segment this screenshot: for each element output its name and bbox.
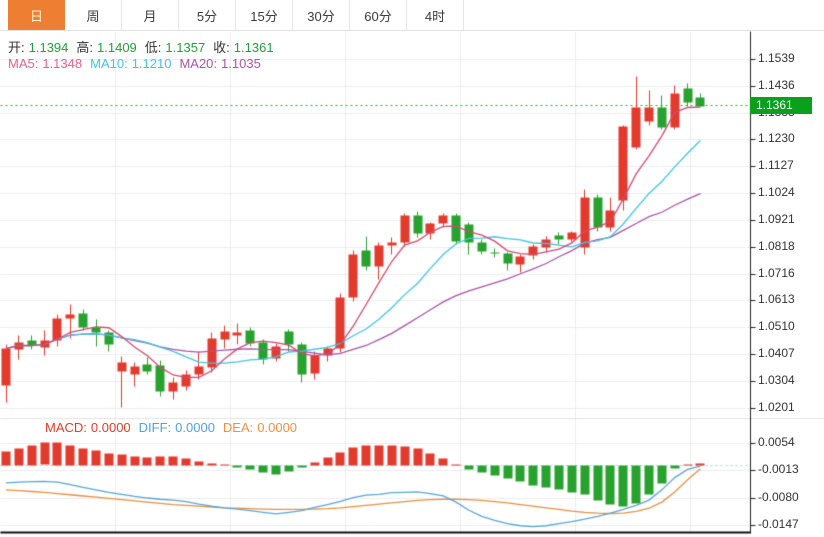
ma-legend: MA5: 1.1348 MA10: 1.1210 MA20: 1.1035 <box>8 56 269 71</box>
price-tick-4: 1.1127 <box>758 158 794 173</box>
tab-period-7[interactable]: 4时 <box>407 0 464 30</box>
tab-period-0[interactable]: 日 <box>8 0 65 30</box>
ohlc-legend-item-0: 开: 1.1394 <box>8 40 69 55</box>
price-tick-9: 1.0613 <box>758 292 795 307</box>
price-tick-13: 1.0201 <box>758 399 795 414</box>
ma-legend-item-0: MA5: 1.1348 <box>8 56 83 71</box>
price-tick-7: 1.0818 <box>758 238 795 253</box>
ohlc-legend: 开: 1.1394 高: 1.1409 低: 1.1357 收: 1.1361 <box>8 37 282 56</box>
ma-legend-item-2: MA20: 1.1035 <box>179 56 261 71</box>
period-tabbar: 日周月 5分 15分 30分 60分 4时 <box>0 0 824 31</box>
price-tick-11: 1.0407 <box>758 346 795 361</box>
price-tick-3: 1.1230 <box>758 131 795 146</box>
tab-period-5[interactable]: 30分 <box>293 0 350 30</box>
ohlc-legend-item-3: 收: 1.1361 <box>213 40 274 55</box>
macd-legend-item-1: DIFF: 0.0000 <box>138 420 215 435</box>
price-tick-0: 1.1539 <box>758 50 795 65</box>
price-tick-12: 1.0304 <box>758 372 795 387</box>
price-tick-10: 1.0510 <box>758 319 795 334</box>
price-tick-5: 1.1024 <box>758 185 795 200</box>
tab-period-6[interactable]: 60分 <box>350 0 407 30</box>
tab-period-1[interactable]: 周 <box>65 0 122 30</box>
tab-period-2[interactable]: 月 <box>122 0 179 30</box>
price-tick-6: 1.0921 <box>758 212 795 227</box>
tab-period-3[interactable]: 5分 <box>179 0 236 30</box>
price-tick-8: 1.0716 <box>758 265 795 280</box>
macd-tick-1: -0.0013 <box>758 462 799 477</box>
macd-legend-item-2: DEA: 0.0000 <box>222 420 298 435</box>
price-tick-1: 1.1436 <box>758 77 795 92</box>
macd-tick-3: -0.0147 <box>758 516 799 531</box>
macd-tick-0: 0.0054 <box>758 434 795 449</box>
tab-period-4[interactable]: 15分 <box>236 0 293 30</box>
macd-legend-item-0: MACD: 0.0000 <box>45 420 131 435</box>
ohlc-legend-item-2: 低: 1.1357 <box>144 40 206 55</box>
ma-legend-item-1: MA10: 1.1210 <box>90 56 172 71</box>
macd-legend: MACD: 0.0000 DIFF: 0.0000 DEA: 0.0000 <box>45 420 305 435</box>
current-price-badge: 1.1361 <box>750 96 812 114</box>
ohlc-legend-item-1: 高: 1.1409 <box>76 40 137 55</box>
macd-tick-2: -0.0080 <box>758 489 799 504</box>
